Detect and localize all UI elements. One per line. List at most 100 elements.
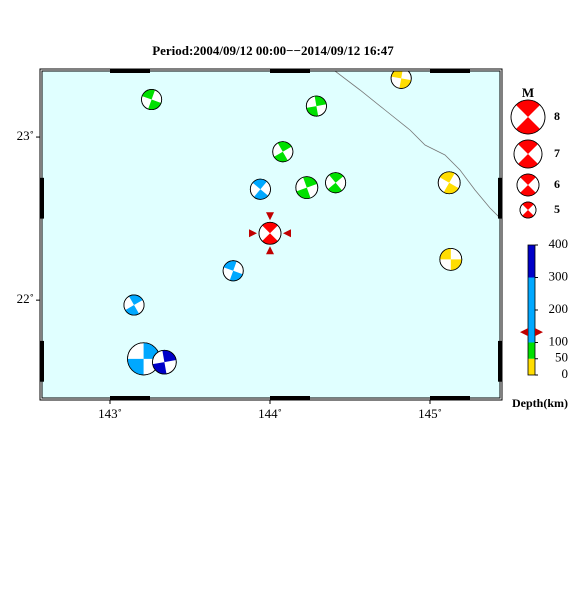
- event-beachball: [152, 349, 177, 375]
- beachball-edge: [516, 173, 540, 197]
- event-beachball: [141, 89, 163, 111]
- depth-band: [528, 245, 535, 278]
- frame-segment: [498, 340, 502, 382]
- x-tick-label: 144˚: [258, 406, 282, 421]
- beachball-quadrant: [277, 141, 292, 152]
- mag-legend-ball: [516, 173, 540, 197]
- frame-segment: [40, 340, 44, 382]
- beachball-edge: [222, 260, 244, 282]
- event-beachball: [272, 141, 294, 163]
- depth-tick-label: 200: [549, 301, 569, 316]
- beachball-edge: [123, 294, 145, 316]
- depth-band: [528, 358, 535, 375]
- beachball-quadrant: [515, 117, 541, 134]
- x-tick-label: 145˚: [418, 406, 442, 421]
- beachball-edge: [295, 176, 319, 200]
- frame-segment: [430, 69, 470, 73]
- mag-legend-label: 5: [554, 202, 560, 216]
- beachball-quadrant: [443, 182, 459, 194]
- beachball-quadrant: [253, 189, 269, 200]
- beachball-edge: [390, 71, 412, 89]
- depth-band: [528, 342, 535, 359]
- event-beachball: [249, 178, 271, 200]
- beachball-edge: [152, 349, 177, 375]
- event-beachball: [390, 71, 412, 89]
- depth-tick-label: 50: [555, 350, 568, 365]
- mag-legend-label: 6: [554, 177, 560, 191]
- event-beachball: [305, 95, 327, 117]
- beachball-edge: [510, 99, 546, 135]
- target-beachball: [258, 221, 282, 245]
- beachball-edge: [325, 172, 347, 194]
- mag-legend-ball: [519, 201, 537, 219]
- beachball-quadrant: [450, 259, 462, 271]
- target-pointer: [266, 246, 274, 255]
- frame-segment: [270, 396, 310, 400]
- beachball-edge: [249, 178, 271, 200]
- depth-label: Depth(km): [512, 396, 568, 410]
- depth-tick-label: 400: [549, 236, 569, 251]
- event-beachball: [222, 260, 244, 282]
- beachball-edge: [437, 171, 461, 195]
- x-tick-label: 143˚: [98, 406, 122, 421]
- beachball-quadrant: [439, 171, 455, 183]
- beachball-quadrant: [125, 305, 140, 316]
- beachball-edge: [513, 139, 543, 169]
- beachball-quadrant: [522, 201, 534, 210]
- event-beachball: [325, 172, 347, 194]
- beachball-edge: [141, 89, 163, 111]
- mag-legend-title: M: [522, 85, 534, 100]
- beachball-edge: [258, 221, 282, 245]
- beachball-quadrant: [162, 350, 177, 363]
- beachball-quadrant: [439, 248, 451, 260]
- beachball-quadrant: [399, 78, 412, 89]
- frame-segment: [110, 396, 150, 400]
- mag-legend-label: 8: [554, 109, 560, 123]
- frame-segment: [270, 69, 310, 73]
- depth-pointer: [520, 328, 528, 337]
- beachball-quadrant: [518, 154, 538, 168]
- beachball-edge: [439, 247, 463, 271]
- beachball-edge: [519, 201, 537, 219]
- event-beachball: [127, 342, 161, 376]
- beachball-quadrant: [127, 358, 144, 375]
- frame-segment: [40, 177, 44, 219]
- beachball-quadrant: [306, 106, 319, 117]
- beachball-quadrant: [252, 179, 267, 190]
- frame-segment: [498, 177, 502, 219]
- frame: [39, 68, 503, 401]
- beachball-quadrant: [262, 233, 278, 245]
- beachball-quadrant: [274, 151, 288, 162]
- beachball-edge: [272, 141, 294, 163]
- beachball-quadrant: [518, 140, 538, 154]
- event-beachball: [295, 176, 319, 200]
- map-layer: [123, 71, 500, 376]
- depth-tick-label: 300: [549, 268, 569, 283]
- depth-tick-label: 0: [562, 366, 569, 381]
- beachball-quadrant: [520, 173, 536, 185]
- beachball-quadrant: [522, 210, 534, 219]
- beachball-quadrant: [152, 362, 167, 375]
- frame-segment: [430, 396, 470, 400]
- beachball-quadrant: [329, 172, 344, 183]
- target-pointer: [266, 212, 274, 221]
- beachball-quadrant: [128, 294, 143, 306]
- beachball-quadrant: [515, 100, 541, 117]
- beachball-quadrant: [520, 185, 536, 197]
- title: Period:2004/09/12 00:00−−2014/09/12 16:4…: [152, 43, 394, 58]
- mag-legend-ball: [510, 99, 546, 135]
- beachball-quadrant: [327, 182, 343, 193]
- frame-segment: [110, 69, 150, 73]
- target-pointer: [249, 229, 257, 238]
- depth-pointer: [535, 328, 543, 337]
- coastline: [334, 71, 500, 219]
- target-pointer: [283, 229, 291, 238]
- y-tick-label: 22˚: [17, 291, 34, 306]
- mag-legend-label: 7: [554, 146, 560, 160]
- depth-tick-label: 100: [549, 333, 569, 348]
- event-beachball: [123, 294, 145, 316]
- beachball-quadrant: [391, 71, 403, 79]
- beachball-quadrant: [262, 222, 278, 234]
